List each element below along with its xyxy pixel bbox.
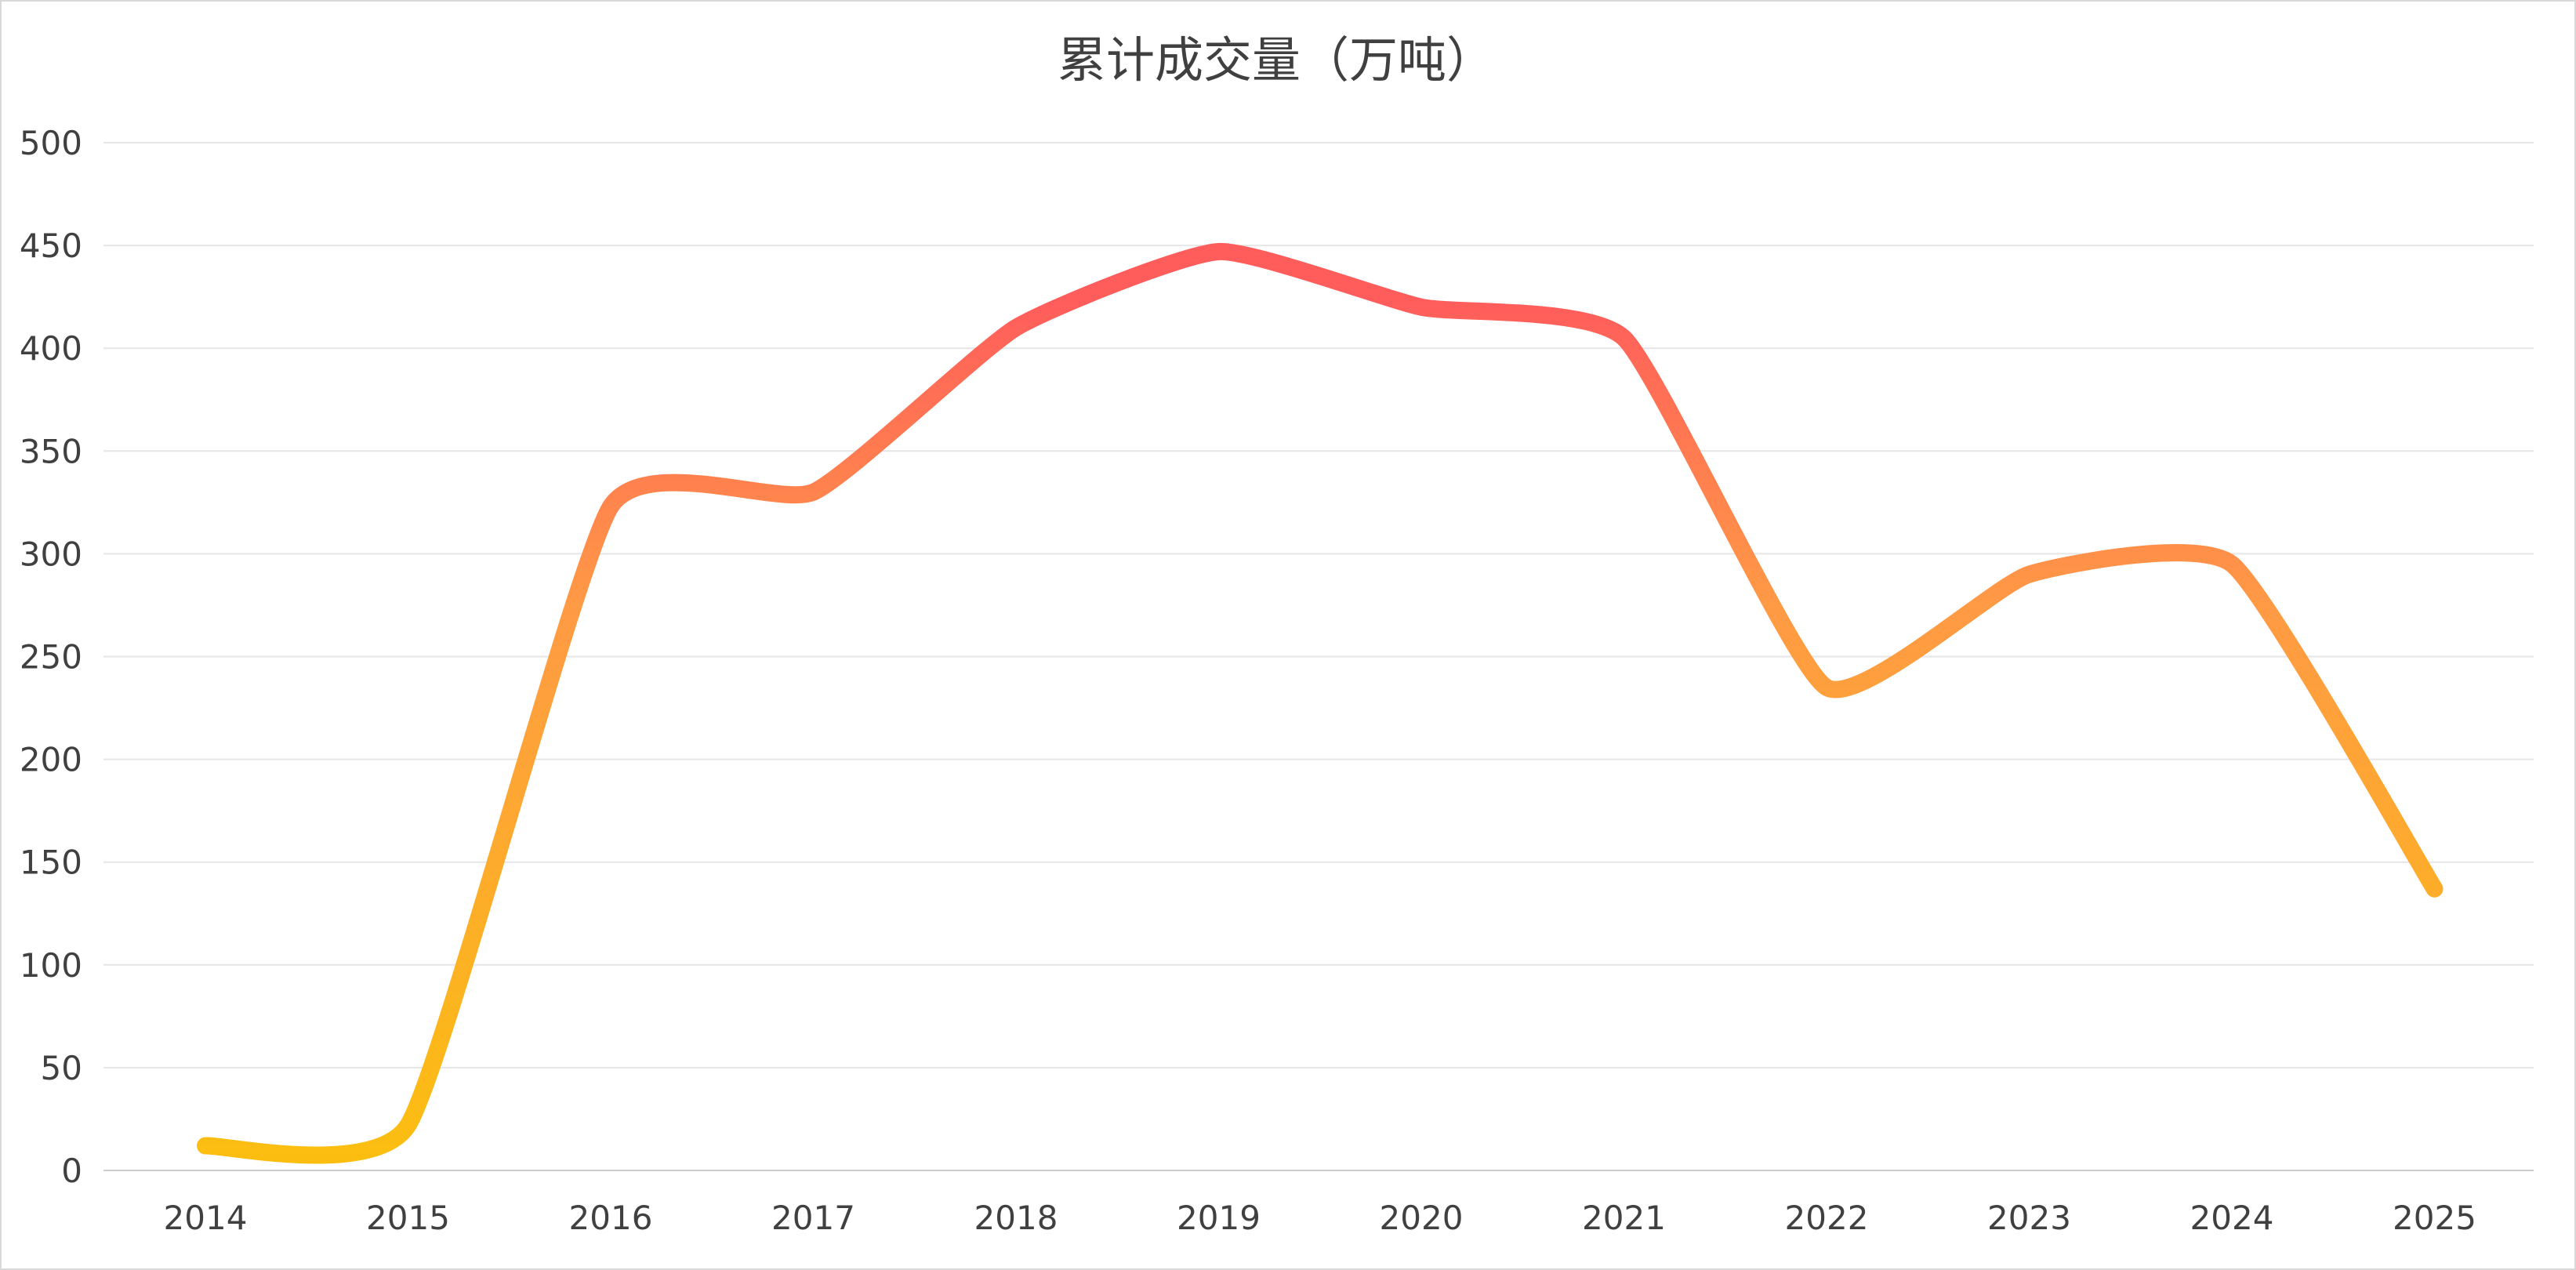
y-tick-label: 250 (20, 638, 82, 677)
x-tick-label: 2014 (164, 1199, 248, 1237)
x-tick-label: 2022 (1785, 1199, 1869, 1237)
y-tick-label: 300 (20, 535, 82, 573)
y-tick-label: 500 (20, 124, 82, 162)
y-axis: 0 50 100 150 200 250 300 350 400 450 500 (20, 124, 82, 1190)
y-tick-label: 100 (20, 946, 82, 985)
x-axis: 2014 2015 2016 2017 2018 2019 2020 2021 2022 2023… (164, 1199, 2476, 1237)
x-tick-label: 2025 (2393, 1199, 2476, 1237)
series-line (197, 242, 2444, 1164)
y-tick-label: 200 (20, 741, 82, 779)
y-tick-label: 350 (20, 432, 82, 470)
gridlines (103, 142, 2534, 1171)
x-tick-label: 2015 (366, 1199, 450, 1237)
x-tick-label: 2020 (1380, 1199, 1464, 1237)
y-tick-label: 0 (61, 1152, 82, 1190)
x-tick-label: 2016 (569, 1199, 653, 1237)
y-tick-label: 400 (20, 329, 82, 368)
chart-title: 累计成交量（万吨） (1058, 31, 1495, 89)
series-layer (197, 242, 2444, 1164)
x-tick-label: 2018 (974, 1199, 1058, 1237)
y-tick-label: 50 (41, 1049, 82, 1087)
y-tick-label: 150 (20, 844, 82, 882)
x-tick-label: 2019 (1177, 1199, 1261, 1237)
x-tick-label: 2021 (1582, 1199, 1666, 1237)
x-tick-label: 2023 (1987, 1199, 2071, 1237)
x-tick-label: 2017 (771, 1199, 855, 1237)
y-tick-label: 450 (20, 227, 82, 265)
x-tick-label: 2024 (2190, 1199, 2274, 1237)
